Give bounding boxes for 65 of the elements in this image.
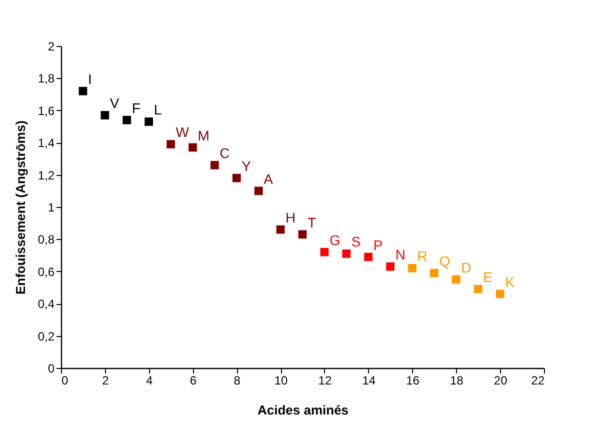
point	[474, 284, 482, 294]
point	[430, 268, 438, 278]
y-tick-label: 0,4	[38, 297, 55, 312]
y-axis-title: Enfouissement (Angstrōms)	[12, 120, 28, 295]
annotation: W	[176, 124, 190, 140]
x-axis-title: Acides aminés	[257, 402, 349, 418]
y-tick-label: 1,4	[38, 136, 55, 150]
y-tick-label: 1	[48, 200, 55, 214]
point	[122, 116, 132, 124]
annotation: Q	[439, 253, 450, 270]
annotation: G	[329, 232, 340, 248]
annotation: K	[505, 274, 516, 290]
x-tick-label: 0	[62, 374, 68, 388]
x-tick-label: 14	[362, 374, 376, 388]
point	[342, 250, 351, 258]
point	[100, 111, 110, 120]
point	[210, 160, 219, 170]
annotation: M	[198, 127, 210, 144]
y-tick-label: 0,6	[38, 264, 55, 279]
point	[78, 86, 88, 96]
point	[386, 262, 394, 271]
annotation: S	[351, 234, 361, 250]
annotation: N	[395, 246, 406, 263]
annotation: E	[483, 269, 492, 286]
annotation: V	[110, 95, 120, 112]
point	[254, 186, 263, 196]
annotation: A	[264, 170, 274, 187]
annotation: T	[308, 214, 316, 230]
annotation: D	[461, 259, 472, 276]
x-tick-label: 12	[318, 374, 332, 388]
annotation: F	[132, 100, 140, 116]
annotation: I	[88, 71, 92, 88]
point	[298, 230, 307, 239]
point	[232, 174, 241, 182]
x-tick-label: 18	[450, 374, 464, 388]
x-tick-label: 22	[531, 374, 545, 388]
x-tick-label: 10	[274, 374, 288, 388]
point	[144, 117, 153, 126]
y-tick-label: 0,8	[38, 232, 55, 247]
y-tick-label: 0	[48, 362, 55, 376]
annotation: H	[286, 210, 296, 226]
point	[188, 143, 197, 152]
point	[276, 225, 285, 234]
point	[320, 248, 329, 256]
y-tick-label: 2	[48, 40, 55, 54]
x-tick-label: 6	[190, 374, 197, 388]
point	[408, 264, 416, 272]
annotation: L	[154, 102, 162, 118]
x-tick-label: 20	[494, 374, 508, 388]
point	[166, 140, 175, 148]
annotation: Y	[242, 158, 252, 174]
annotation: C	[220, 145, 230, 162]
y-tick-label: 1,6	[38, 104, 55, 118]
y-tick-label: 1,8	[38, 72, 55, 86]
y-tick-label: 1,2	[38, 168, 55, 182]
point	[496, 290, 504, 298]
point	[452, 275, 460, 284]
x-tick-label: 2	[102, 374, 110, 388]
y-tick-label: 0,2	[38, 329, 55, 344]
x-tick-label: 4	[146, 374, 153, 388]
x-tick-label: 8	[234, 374, 241, 388]
x-tick-label: 16	[406, 374, 420, 388]
annotation: P	[373, 236, 383, 253]
point	[364, 252, 373, 262]
annotation: R	[417, 248, 428, 264]
